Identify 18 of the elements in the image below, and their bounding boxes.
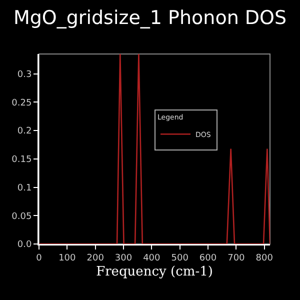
y-tick-label: 0.2: [17, 126, 32, 137]
y-tick-label: 0.05: [12, 212, 32, 222]
y-tick-label: 0.25: [12, 98, 32, 108]
x-tick-label: 200: [86, 253, 104, 264]
x-tick-label: 100: [58, 253, 76, 264]
y-tick-label: 0.0: [17, 240, 32, 250]
y-tick-label: 0.15: [12, 155, 32, 166]
x-tick-label: 500: [171, 253, 189, 264]
x-axis-title: Frequency (cm-1): [96, 264, 213, 280]
x-tick-label: 700: [228, 253, 246, 264]
y-tick-label: 0.1: [17, 183, 32, 194]
x-tick-label: 0: [36, 253, 42, 264]
x-tick-label: 800: [256, 253, 274, 264]
x-tick-label: 400: [143, 253, 161, 264]
x-tick-label: 600: [199, 253, 217, 264]
x-tick-label: 300: [114, 253, 132, 264]
chart-title: MgO_gridsize_1 Phonon DOS: [13, 6, 287, 29]
y-tick-label: 0.3: [17, 70, 32, 80]
